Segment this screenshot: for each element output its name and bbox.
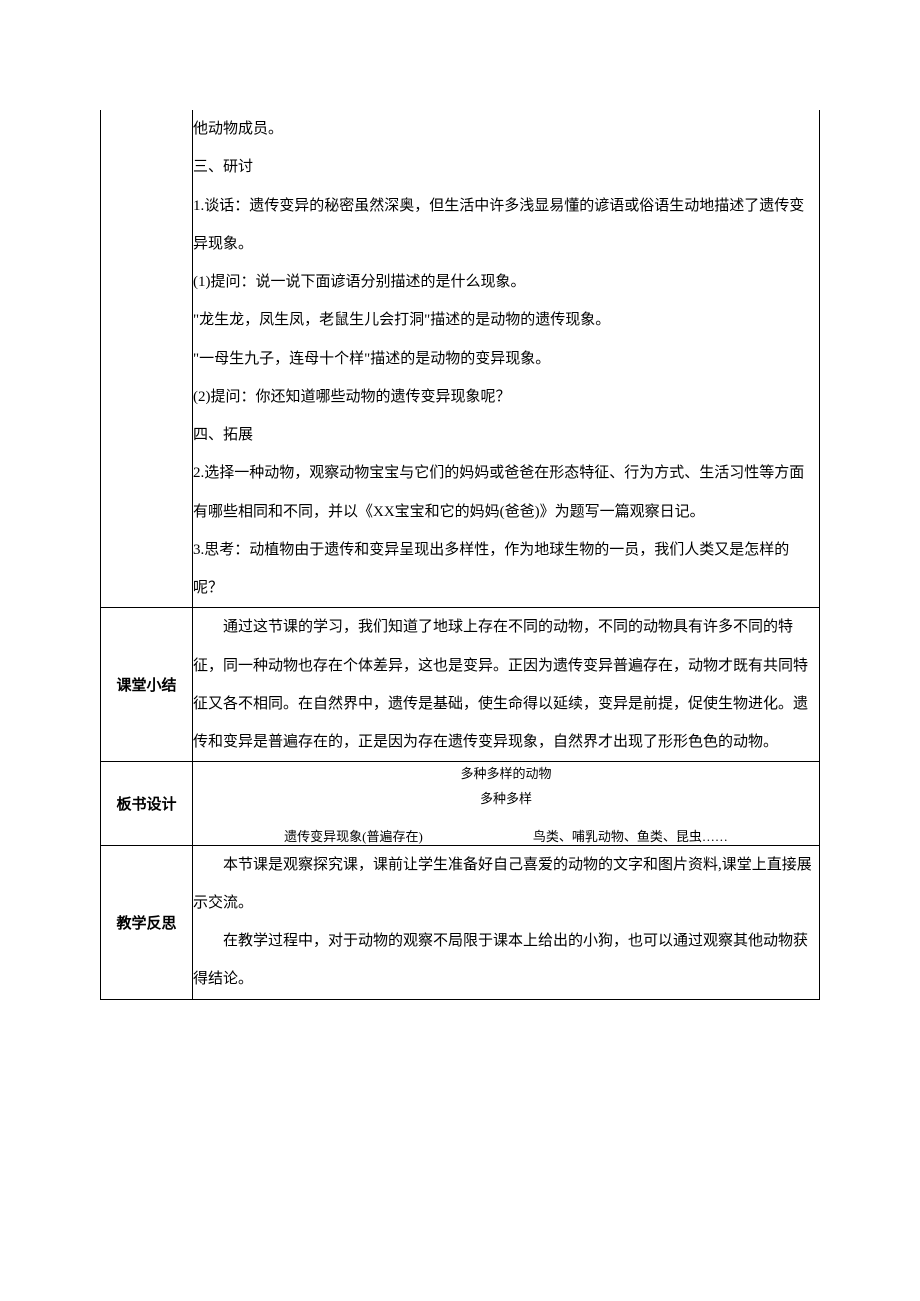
row-label-summary: 课堂小结 [101, 608, 193, 762]
content-cell-board: 多种多样的动物 多种多样 遗传变异现象(普遍存在) 鸟类、哺乳动物、鱼类、昆虫…… [193, 762, 820, 845]
body-text: 通过这节课的学习，我们知道了地球上存在不同的动物，不同的动物具有许多不同的特征，… [193, 608, 819, 761]
content-cell-main: 他动物成员。 三、研讨 1.谈话：遗传变异的秘密虽然深奥，但生活中许多浅显易懂的… [193, 110, 820, 608]
body-text: 3.思考：动植物由于遗传和变异呈现出多样性，作为地球生物的一员，我们人类又是怎样… [193, 531, 819, 608]
body-text: 在教学过程中，对于动物的观察不局限于课本上给出的小狗，也可以通过观察其他动物获得… [193, 922, 819, 999]
body-text: 1.谈话：遗传变异的秘密虽然深奥，但生活中许多浅显易懂的谚语或俗语生动地描述了遗… [193, 187, 819, 264]
row-label-empty [101, 110, 193, 608]
body-text: 本节课是观察探究课，课前让学生准备好自己喜爱的动物的文字和图片资料,课堂上直接展… [193, 846, 819, 923]
table-row: 课堂小结 通过这节课的学习，我们知道了地球上存在不同的动物，不同的动物具有许多不… [101, 608, 820, 762]
row-label-board: 板书设计 [101, 762, 193, 845]
lesson-plan-table: 他动物成员。 三、研讨 1.谈话：遗传变异的秘密虽然深奥，但生活中许多浅显易懂的… [100, 110, 820, 1000]
board-title-2: 多种多样 [193, 787, 819, 812]
content-cell-reflection: 本节课是观察探究课，课前让学生准备好自己喜爱的动物的文字和图片资料,课堂上直接展… [193, 845, 820, 999]
body-text: 四、拓展 [193, 416, 819, 454]
table-row: 板书设计 多种多样的动物 多种多样 遗传变异现象(普遍存在) 鸟类、哺乳动物、鱼… [101, 762, 820, 845]
board-left: 遗传变异现象(普遍存在) [284, 826, 423, 845]
board-columns: 遗传变异现象(普遍存在) 鸟类、哺乳动物、鱼类、昆虫…… [193, 826, 819, 845]
board-right: 鸟类、哺乳动物、鱼类、昆虫…… [533, 826, 728, 845]
table-row: 他动物成员。 三、研讨 1.谈话：遗传变异的秘密虽然深奥，但生活中许多浅显易懂的… [101, 110, 820, 608]
body-text: "一母生九子，连母十个样"描述的是动物的变异现象。 [193, 340, 819, 378]
body-text: 他动物成员。 [193, 110, 819, 148]
body-text: "龙生龙，凤生凤，老鼠生儿会打洞"描述的是动物的遗传现象。 [193, 301, 819, 339]
body-text: (2)提问：你还知道哪些动物的遗传变异现象呢？ [193, 378, 819, 416]
body-text: 2.选择一种动物，观察动物宝宝与它们的妈妈或爸爸在形态特征、行为方式、生活习性等… [193, 454, 819, 531]
board-title-1: 多种多样的动物 [193, 762, 819, 787]
row-label-reflection: 教学反思 [101, 845, 193, 999]
body-text: (1)提问：说一说下面谚语分别描述的是什么现象。 [193, 263, 819, 301]
body-text: 三、研讨 [193, 148, 819, 186]
table-row: 教学反思 本节课是观察探究课，课前让学生准备好自己喜爱的动物的文字和图片资料,课… [101, 845, 820, 999]
content-cell-summary: 通过这节课的学习，我们知道了地球上存在不同的动物，不同的动物具有许多不同的特征，… [193, 608, 820, 762]
